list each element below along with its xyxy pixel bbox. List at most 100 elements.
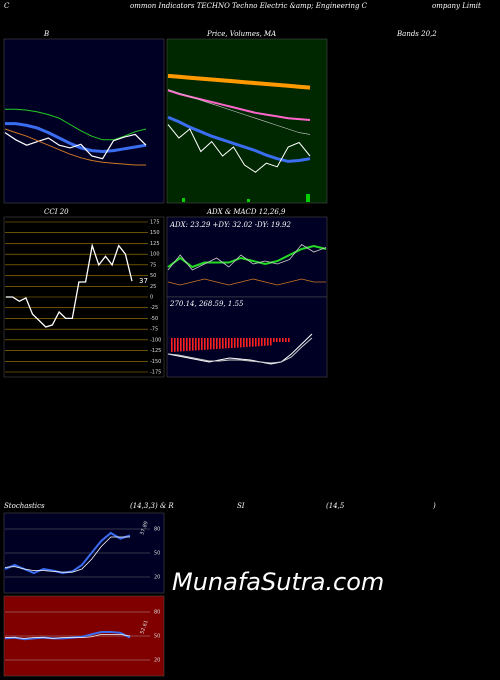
- cci-tick-label: 175: [150, 220, 160, 226]
- cci-tick-label: 125: [150, 241, 160, 247]
- cci-tick-label: -100: [150, 337, 161, 343]
- macd-values: 270.14, 268.59, 1.55: [169, 300, 244, 308]
- header-right: ompany Limit: [432, 2, 481, 10]
- stoch-last-value: 37.89: [139, 521, 150, 537]
- macd-hist-bar: [174, 338, 176, 352]
- macd-hist-bar: [204, 338, 206, 350]
- cci-panel: CCI 20 175 150 125 100 75 50 25 0 -25 -50 -75 -100 -…: [3, 208, 165, 378]
- rsi-panel: 80 50 20 52.61: [3, 595, 165, 677]
- adx-values: ADX: 23.29 +DY: 32.02 -DY: 19.92: [169, 221, 291, 229]
- stoch-title-right: (14,5: [326, 502, 345, 510]
- macd-hist-bar: [264, 338, 266, 346]
- cci-tick-label: 0: [150, 295, 153, 301]
- macd-hist-bar: [192, 338, 194, 351]
- macd-signal-line: [167, 337, 313, 364]
- cci-line: [6, 243, 133, 328]
- macd-hist-bar: [231, 338, 233, 348]
- macd-panel: 270.14, 268.59, 1.55: [166, 296, 328, 378]
- macd-hist-bar: [177, 338, 179, 352]
- macd-hist-bar: [171, 338, 173, 352]
- macd-hist-bar: [216, 338, 218, 349]
- macd-hist-bar: [288, 338, 290, 342]
- macd-hist-bar: [207, 338, 209, 350]
- macd-hist-bar: [201, 338, 203, 350]
- cci-tick-label: 100: [150, 252, 160, 258]
- macd-hist-bar: [285, 338, 287, 342]
- macd-hist-bar: [276, 338, 278, 342]
- cci-last-value: 37: [139, 277, 148, 285]
- stoch-d-line: [4, 536, 130, 573]
- rsi-tick-label: 50: [154, 634, 160, 640]
- stoch-tick-label: 80: [154, 527, 160, 533]
- cci-tick-label: -150: [150, 359, 161, 365]
- macd-hist-bar: [249, 338, 251, 347]
- stoch-title-si: SI: [237, 502, 245, 510]
- rsi-last-value: 52.61: [139, 620, 150, 636]
- bollinger-price-line: [4, 132, 147, 160]
- bollinger-panel: B: [3, 30, 165, 204]
- macd-hist-bar: [252, 338, 254, 347]
- rsi-tick-label: 80: [154, 610, 160, 616]
- stoch-title-left: Stochastics: [4, 502, 45, 510]
- macd-hist-bar: [186, 338, 188, 351]
- stoch-tick-label: 50: [154, 551, 160, 557]
- macd-hist-bar: [279, 338, 281, 342]
- cci-tick-label: 50: [150, 273, 156, 279]
- macd-hist-bar: [219, 338, 221, 349]
- cci-tick-label: -75: [150, 327, 158, 333]
- adx-macd-title: ADX & MACD 12,26,9: [206, 208, 286, 216]
- rsi-line: [4, 631, 131, 641]
- stoch-panel: Stochastics (14,3,3) & R SI (14,5 ) 80 50…: [3, 502, 436, 594]
- bands-title: Bands 20,2: [396, 30, 437, 38]
- price-ma-ma_short-line: [167, 115, 311, 163]
- macd-hist-bar: [273, 338, 275, 342]
- header-left: C: [4, 2, 10, 10]
- macd-hist-bar: [282, 338, 284, 342]
- macd-hist-bar: [225, 338, 227, 349]
- price-ma-ma_long-line: [167, 73, 311, 90]
- macd-hist-bar: [258, 338, 260, 347]
- rsi-avg-line: [5, 634, 131, 639]
- macd-hist-bar: [213, 338, 215, 350]
- cci-tick-label: -125: [150, 348, 161, 354]
- price-ma-panel: Price, Volumes, MA: [166, 30, 328, 204]
- rsi-tick-label: 20: [154, 658, 160, 664]
- macd-hist-bar: [261, 338, 263, 346]
- macd-line: [167, 333, 313, 365]
- cci-tick-label: 75: [150, 262, 156, 268]
- cci-tick-label: -50: [150, 316, 158, 322]
- macd-hist-bar: [183, 338, 185, 352]
- watermark: MunafaSutra.com: [172, 568, 385, 596]
- macd-hist-bar: [180, 338, 182, 352]
- bollinger-upper-line: [5, 108, 147, 141]
- macd-hist-bar: [270, 338, 272, 346]
- macd-hist-bar: [189, 338, 191, 351]
- cci-title: CCI 20: [44, 208, 69, 216]
- macd-hist-bar: [210, 338, 212, 350]
- bollinger-title: B: [43, 30, 49, 38]
- cci-tick-label: 25: [150, 284, 156, 290]
- bollinger-lower-line: [4, 128, 146, 166]
- macd-hist-bar: [198, 338, 200, 351]
- stoch-title-close: ): [432, 502, 436, 510]
- header-middle: ommon Indicators TECHNO Techno Electric …: [130, 2, 368, 10]
- macd-hist-bar: [255, 338, 257, 347]
- price-ma-title: Price, Volumes, MA: [206, 30, 276, 38]
- price-ma-grey-line: [167, 89, 311, 135]
- cci-tick-label: -25: [150, 305, 158, 311]
- stoch-title-mid: (14,3,3) & R: [130, 502, 174, 510]
- macd-hist-bar: [243, 338, 245, 348]
- cci-tick-label: 150: [150, 230, 160, 236]
- macd-hist-bar: [237, 338, 239, 348]
- adx-line: [167, 243, 327, 271]
- macd-hist-bar: [228, 338, 230, 349]
- macd-hist-bar: [222, 338, 224, 349]
- macd-hist-bar: [234, 338, 236, 348]
- adx-minus-dy-line: [167, 278, 326, 286]
- cci-tick-label: -175: [150, 370, 161, 376]
- price-ma-price-line: [167, 124, 311, 173]
- macd-hist-bar: [240, 338, 242, 348]
- stoch-tick-label: 20: [154, 575, 160, 581]
- adx-panel: ADX & MACD 12,26,9 ADX: 23.29 +DY: 32.02…: [166, 208, 328, 298]
